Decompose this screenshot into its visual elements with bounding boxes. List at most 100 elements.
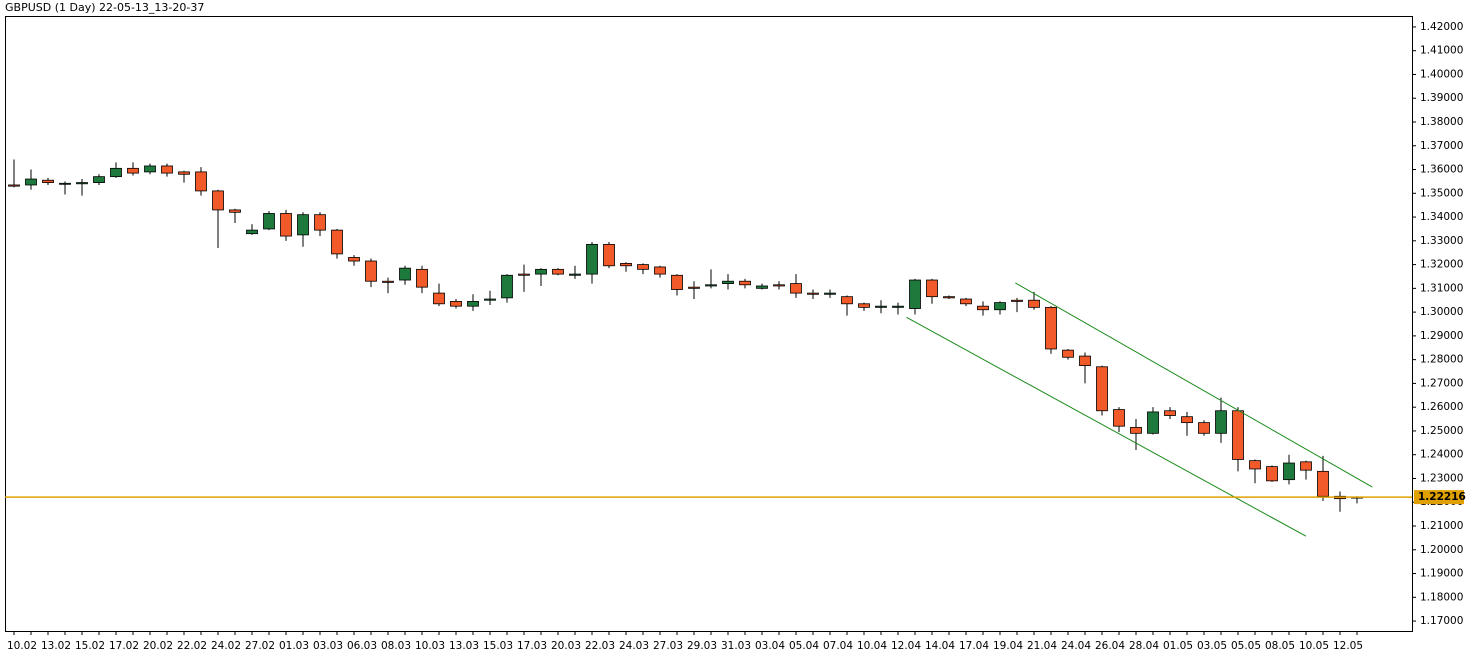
- candle-body: [246, 229, 258, 235]
- y-tick-label: 1.18000: [1420, 591, 1463, 603]
- candle-body: [93, 176, 105, 183]
- y-tick-label: 1.20000: [1420, 544, 1463, 556]
- x-tick-label: 22.02: [177, 640, 207, 652]
- candle-body: [314, 214, 326, 231]
- y-tick-label: 1.21000: [1420, 520, 1463, 532]
- candle-body: [620, 262, 632, 267]
- candle-body: [348, 257, 360, 262]
- x-tick-label: 24.04: [1061, 640, 1091, 652]
- candle-body: [1215, 410, 1227, 434]
- candle-body: [1079, 355, 1091, 366]
- y-tick-label: 1.41000: [1420, 45, 1463, 57]
- x-tick-label: 06.03: [347, 640, 377, 652]
- chart-title: GBPUSD (1 Day) 22-05-13_13-20-37: [5, 1, 204, 14]
- x-tick-label: 13.03: [449, 640, 479, 652]
- x-tick-label: 05.05: [1231, 640, 1261, 652]
- candle-body: [977, 305, 989, 311]
- candle-body: [1198, 422, 1210, 434]
- candle-body: [59, 182, 71, 185]
- candle-body: [127, 167, 139, 174]
- candle-body: [1147, 411, 1159, 434]
- trendline: [1015, 282, 1373, 488]
- candle-body: [824, 292, 836, 295]
- x-tick-label: 08.05: [1265, 640, 1295, 652]
- y-tick-label: 1.25000: [1420, 425, 1463, 437]
- x-tick-label: 31.03: [721, 640, 751, 652]
- x-tick-label: 03.03: [313, 640, 343, 652]
- x-tick-label: 14.04: [925, 640, 955, 652]
- candle-body: [858, 303, 870, 308]
- candle-body: [1130, 426, 1142, 434]
- plot-frame: [5, 16, 1413, 632]
- x-tick-label: 15.02: [75, 640, 105, 652]
- candle-body: [144, 165, 156, 173]
- x-tick-label: 24.03: [619, 640, 649, 652]
- candle-body: [960, 298, 972, 305]
- candle-body: [569, 273, 581, 276]
- candle-body: [110, 167, 122, 178]
- candle-body: [1181, 416, 1193, 424]
- y-tick-label: 1.40000: [1420, 68, 1463, 80]
- candle-body: [773, 284, 785, 287]
- candle-body: [178, 171, 190, 175]
- x-tick-label: 28.04: [1129, 640, 1159, 652]
- candle-body: [1113, 409, 1125, 427]
- x-tick-label: 29.03: [687, 640, 717, 652]
- candle-body: [688, 286, 700, 289]
- y-tick-label: 1.31000: [1420, 282, 1463, 294]
- candle-body: [586, 243, 598, 275]
- x-tick-label: 17.02: [109, 640, 139, 652]
- x-tick-label: 10.04: [857, 640, 887, 652]
- x-tick-label: 26.04: [1095, 640, 1125, 652]
- x-tick-label: 15.03: [483, 640, 513, 652]
- current-price-label: 1.22216: [1418, 491, 1466, 503]
- candle-body: [195, 171, 207, 192]
- trendline: [906, 316, 1307, 537]
- y-tick-label: 1.17000: [1420, 615, 1463, 627]
- x-tick-label: 20.03: [551, 640, 581, 652]
- x-tick-label: 08.03: [381, 640, 411, 652]
- y-tick-label: 1.36000: [1420, 164, 1463, 176]
- y-tick-label: 1.24000: [1420, 449, 1463, 461]
- candle-body: [909, 279, 921, 309]
- candle-body: [8, 184, 20, 187]
- candle-body: [1317, 470, 1329, 497]
- y-tick-label: 1.32000: [1420, 259, 1463, 271]
- candle-body: [875, 305, 887, 308]
- x-tick-label: 05.04: [789, 640, 819, 652]
- candle-body: [994, 302, 1006, 311]
- x-tick-label: 10.02: [7, 640, 37, 652]
- candle-body: [484, 298, 496, 301]
- candle-body: [1062, 349, 1074, 358]
- x-tick-label: 01.05: [1163, 640, 1193, 652]
- x-tick-label: 12.04: [891, 640, 921, 652]
- x-tick-label: 03.04: [755, 640, 785, 652]
- x-tick-label: 24.02: [211, 640, 241, 652]
- y-tick-label: 1.42000: [1420, 21, 1463, 33]
- y-tick-label: 1.29000: [1420, 330, 1463, 342]
- candle-body: [501, 274, 513, 299]
- candle-body: [790, 283, 802, 294]
- candle-body: [1283, 462, 1295, 481]
- candle-body: [467, 301, 479, 307]
- candle-body: [943, 296, 955, 299]
- candle-body: [1249, 460, 1261, 470]
- x-tick-label: 10.03: [415, 640, 445, 652]
- y-tick-label: 1.30000: [1420, 306, 1463, 318]
- y-tick-label: 1.38000: [1420, 116, 1463, 128]
- candle-body: [892, 305, 904, 308]
- candle-body: [1045, 306, 1057, 350]
- candle-body: [722, 280, 734, 284]
- candle-body: [331, 229, 343, 255]
- candle-body: [654, 266, 666, 275]
- x-tick-label: 07.04: [823, 640, 853, 652]
- current-price-box: [1414, 490, 1464, 505]
- candle-body: [637, 264, 649, 270]
- candle-body: [280, 213, 292, 237]
- candle-body: [1028, 299, 1040, 308]
- candle-body: [1164, 410, 1176, 416]
- candle-body: [1300, 461, 1312, 471]
- y-tick-label: 1.34000: [1420, 211, 1463, 223]
